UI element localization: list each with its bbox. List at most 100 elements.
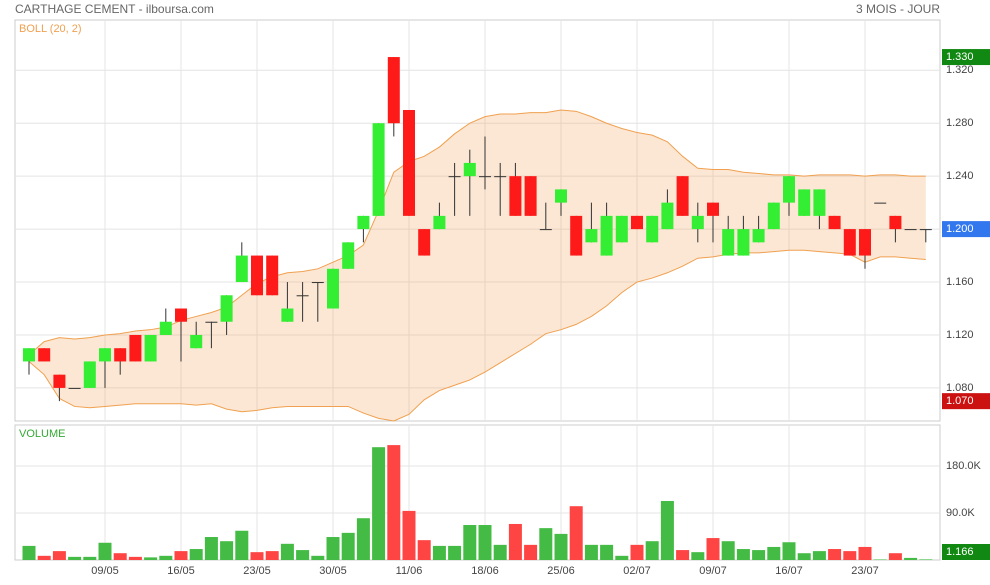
- volume-bar: [144, 557, 158, 560]
- volume-bar: [706, 538, 720, 560]
- candle-body: [813, 189, 826, 216]
- candle-body: [23, 348, 35, 362]
- candle-body: [448, 176, 461, 178]
- candle-body: [68, 387, 81, 389]
- y-tick-label: 90.0K: [946, 507, 975, 519]
- volume-bar: [341, 532, 355, 560]
- candle-body: [220, 295, 233, 322]
- volume-bar: [478, 525, 492, 560]
- candle-body: [387, 57, 400, 124]
- candle-body: [311, 282, 324, 284]
- candle-body: [707, 202, 719, 216]
- x-tick-label: 16/05: [167, 565, 195, 577]
- candle-body: [190, 334, 203, 349]
- candle-body: [722, 229, 735, 256]
- candle-body: [433, 215, 446, 230]
- x-tick-label: 09/07: [699, 565, 727, 577]
- y-tick-label: 1.080: [946, 382, 974, 394]
- volume-bar: [919, 559, 933, 560]
- price-tag-label: 1.166: [946, 546, 974, 558]
- candle-body: [737, 229, 750, 256]
- candle-body: [585, 229, 598, 243]
- volume-bar: [645, 541, 659, 560]
- candle-body: [646, 215, 659, 243]
- candle-body: [783, 176, 795, 203]
- price-tag-label: 1.200: [946, 223, 974, 235]
- indicator-label: BOLL (20, 2): [19, 23, 82, 35]
- volume-bar: [52, 551, 66, 560]
- candle-body: [403, 109, 415, 216]
- volume-bar: [660, 500, 674, 560]
- volume-bar: [372, 447, 386, 560]
- candle-body: [904, 229, 917, 231]
- y-tick-label: 1.320: [946, 64, 974, 76]
- volume-bar: [174, 551, 188, 560]
- volume-bar: [128, 556, 142, 560]
- volume-bar: [417, 540, 431, 560]
- x-tick-label: 18/06: [471, 565, 499, 577]
- volume-bar: [736, 549, 750, 560]
- candle-body: [38, 348, 51, 362]
- volume-bar: [493, 544, 507, 560]
- y-tick-label: 180.0K: [946, 460, 982, 472]
- candle-body: [205, 321, 218, 323]
- x-tick-label: 09/05: [91, 565, 119, 577]
- volume-bar: [797, 553, 811, 560]
- x-tick-label: 02/07: [623, 565, 651, 577]
- candle-body: [615, 215, 628, 243]
- price-tag: [942, 49, 990, 66]
- candle-body: [539, 229, 552, 231]
- candle-body: [99, 348, 111, 362]
- candle-body: [175, 308, 187, 322]
- candle-body: [555, 189, 567, 203]
- volume-bar: [265, 551, 279, 560]
- volume-bar: [402, 510, 416, 560]
- volume-bar: [858, 546, 872, 560]
- y-tick-label: 1.280: [946, 117, 974, 129]
- volume-bar: [812, 551, 826, 560]
- candle-body: [752, 229, 765, 243]
- candle-body: [676, 176, 689, 216]
- candle-body: [235, 255, 248, 283]
- price-tag: [942, 544, 990, 560]
- volume-bar: [752, 550, 766, 560]
- price-tag-label: 1.330: [946, 51, 974, 63]
- candle-body: [281, 308, 294, 322]
- volume-bar: [508, 523, 522, 560]
- volume-bar: [691, 552, 705, 560]
- volume-bar: [387, 445, 401, 560]
- candle-body: [296, 295, 309, 297]
- candle-body: [342, 242, 355, 269]
- volume-bar: [873, 559, 887, 560]
- candle-body: [524, 176, 537, 216]
- candle-body: [266, 255, 279, 296]
- candle-body: [463, 162, 476, 177]
- volume-bar: [98, 542, 112, 560]
- volume-bar: [539, 528, 553, 560]
- volume-bar: [326, 537, 340, 560]
- candle-body: [129, 334, 142, 362]
- volume-bar: [280, 543, 294, 560]
- candle-body: [494, 176, 507, 178]
- candle-body: [798, 189, 811, 216]
- candle-body: [509, 176, 522, 216]
- volume-bar: [296, 550, 310, 560]
- y-tick-label: 1.240: [946, 170, 974, 182]
- volume-bar: [463, 525, 477, 560]
- candle-body: [919, 229, 932, 231]
- volume-bar: [68, 556, 82, 560]
- candle-body: [661, 202, 674, 230]
- volume-bar: [356, 518, 370, 560]
- candle-body: [691, 215, 704, 230]
- bollinger-band-area: [29, 109, 926, 421]
- candle-body: [479, 176, 491, 178]
- chart-title: CARTHAGE CEMENT - ilboursa.com: [15, 2, 214, 16]
- volume-bar: [83, 556, 97, 560]
- volume-bar: [782, 542, 796, 560]
- volume-bar: [828, 549, 842, 560]
- y-tick-label: 1.160: [946, 276, 974, 288]
- volume-bar: [904, 557, 918, 560]
- candle-body: [631, 215, 643, 230]
